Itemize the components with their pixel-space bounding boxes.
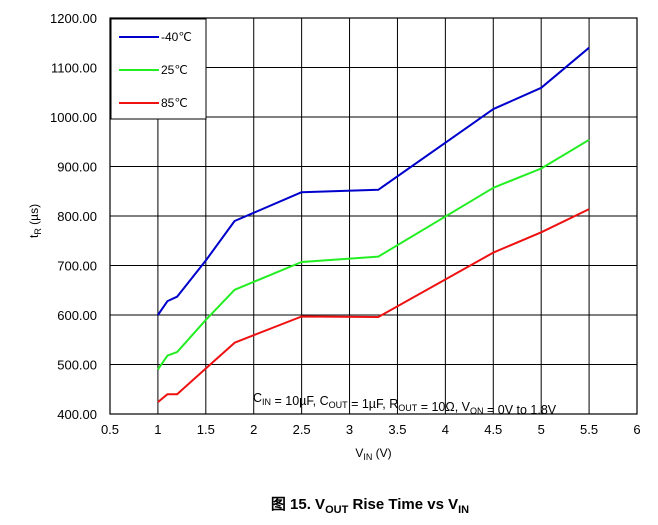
y-tick-label: 1100.00 [51, 61, 97, 76]
y-tick-label: 700.00 [57, 259, 97, 274]
legend-label: 85℃ [161, 96, 188, 110]
y-tick-label: 500.00 [57, 358, 97, 373]
series-line-2 [157, 208, 590, 403]
conditions-annotation: CIN = 10µF, COUT = 1µF, ROUT = 10Ω, VON … [253, 391, 557, 417]
x-tick-label: 5 [538, 422, 545, 437]
x-axis-label: VIN (V) [355, 446, 391, 462]
x-tick-label: 1 [154, 422, 161, 437]
x-tick-label: 2 [250, 422, 257, 437]
y-tick-label: 400.00 [57, 407, 97, 422]
x-tick-label: 2.5 [293, 422, 311, 437]
y-tick-label: 600.00 [57, 308, 97, 323]
x-tick-label: 1.5 [197, 422, 215, 437]
y-tick-labels: 400.00 500.00 600.00 700.00 800.00 900.00 1000… [50, 11, 97, 422]
y-tick-label: 1000.00 [50, 110, 97, 125]
x-tick-labels: 0.5 1 1.5 2 2.5 3 3.5 4 4.5 5 5.5 6 [101, 422, 641, 437]
x-tick-label: 6 [633, 422, 640, 437]
x-tick-label: 3.5 [388, 422, 406, 437]
figure-caption: 图 15. VOUT Rise Time vs VIN [271, 496, 469, 516]
series-line-0 [157, 46, 590, 316]
legend-label: 25℃ [161, 63, 188, 77]
plot-frame [109, 17, 638, 415]
legend-label: -40℃ [161, 30, 192, 44]
x-tick-label: 4.5 [484, 422, 502, 437]
y-tick-label: 900.00 [57, 160, 97, 175]
y-tick-label: 800.00 [57, 209, 97, 224]
series-lines [157, 46, 590, 403]
x-tick-label: 0.5 [101, 422, 119, 437]
x-tick-label: 5.5 [580, 422, 598, 437]
legend: -40℃ 25℃ 85℃ [110, 18, 207, 120]
x-tick-label: 4 [442, 422, 449, 437]
x-tick-label: 3 [346, 422, 353, 437]
series-line-1 [157, 138, 590, 370]
y-tick-label: 1200.00 [50, 11, 97, 26]
y-axis-label: tR (µs) [27, 204, 43, 238]
